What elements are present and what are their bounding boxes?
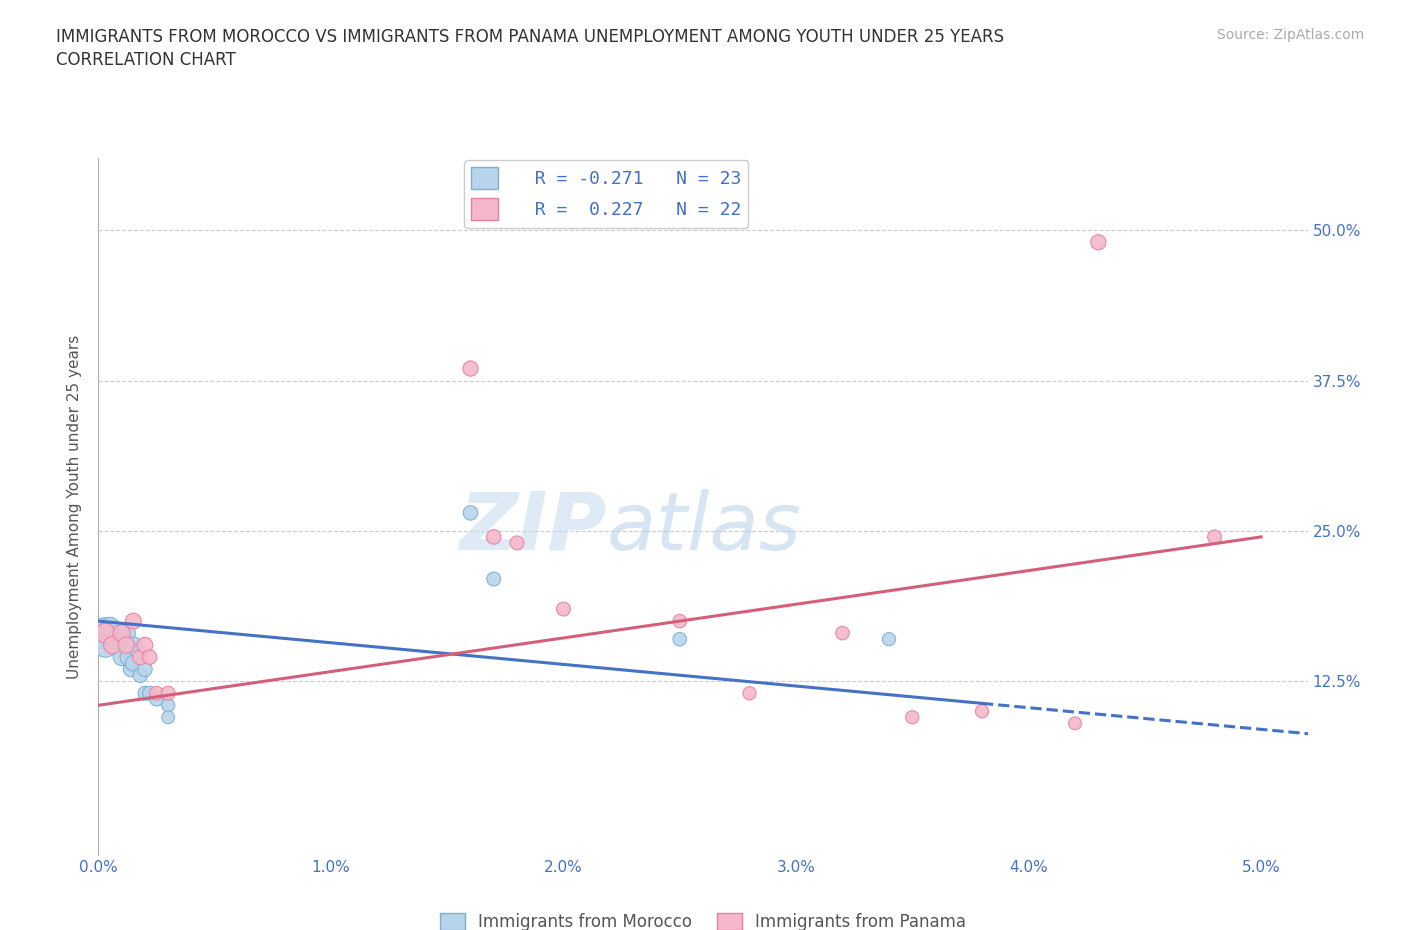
- Text: IMMIGRANTS FROM MOROCCO VS IMMIGRANTS FROM PANAMA UNEMPLOYMENT AMONG YOUTH UNDER: IMMIGRANTS FROM MOROCCO VS IMMIGRANTS FR…: [56, 28, 1004, 46]
- Point: [101, 638, 124, 653]
- Point: [122, 656, 145, 671]
- Point: [145, 692, 167, 707]
- Point: [831, 626, 853, 641]
- Text: ZIP: ZIP: [458, 489, 606, 566]
- Text: Source: ZipAtlas.com: Source: ZipAtlas.com: [1216, 28, 1364, 42]
- Y-axis label: Unemployment Among Youth under 25 years: Unemployment Among Youth under 25 years: [67, 335, 83, 679]
- Point: [460, 505, 482, 520]
- Point: [138, 685, 160, 700]
- Point: [98, 619, 121, 634]
- Point: [668, 631, 690, 646]
- Legend: Immigrants from Morocco, Immigrants from Panama: Immigrants from Morocco, Immigrants from…: [433, 907, 973, 930]
- Point: [1204, 529, 1226, 544]
- Point: [134, 662, 156, 677]
- Point: [129, 668, 152, 683]
- Point: [738, 685, 761, 700]
- Point: [94, 626, 117, 641]
- Point: [970, 704, 993, 719]
- Point: [553, 602, 575, 617]
- Point: [157, 698, 180, 712]
- Point: [145, 685, 167, 700]
- Point: [118, 650, 141, 665]
- Point: [134, 638, 156, 653]
- Point: [460, 361, 482, 376]
- Point: [482, 529, 505, 544]
- Text: CORRELATION CHART: CORRELATION CHART: [56, 51, 236, 69]
- Point: [127, 644, 149, 658]
- Point: [111, 626, 134, 641]
- Point: [111, 650, 134, 665]
- Point: [115, 626, 138, 641]
- Point: [157, 685, 180, 700]
- Point: [506, 536, 529, 551]
- Point: [120, 662, 142, 677]
- Point: [111, 638, 134, 653]
- Point: [668, 614, 690, 629]
- Point: [1087, 235, 1109, 250]
- Point: [129, 650, 152, 665]
- Point: [115, 638, 138, 653]
- Point: [482, 572, 505, 587]
- Point: [122, 638, 145, 653]
- Point: [122, 614, 145, 629]
- Point: [1064, 716, 1087, 731]
- Point: [94, 638, 117, 653]
- Point: [105, 631, 128, 646]
- Text: atlas: atlas: [606, 489, 801, 566]
- Point: [157, 710, 180, 724]
- Point: [134, 685, 156, 700]
- Point: [901, 710, 924, 724]
- Point: [877, 631, 900, 646]
- Point: [94, 626, 117, 641]
- Point: [138, 650, 160, 665]
